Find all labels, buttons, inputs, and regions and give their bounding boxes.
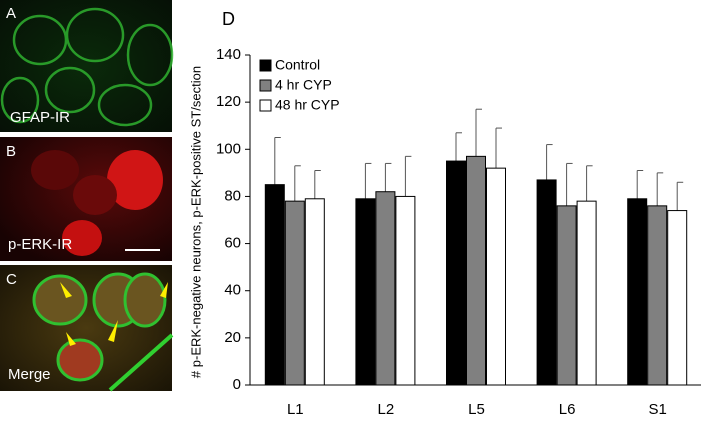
panel-label: C: [6, 271, 17, 288]
x-tick-label: S1: [649, 401, 667, 418]
legend-label: 48 hr CYP: [275, 97, 340, 113]
bar: [284, 200, 305, 386]
panel-caption: Merge: [8, 366, 51, 383]
y-tick-label: 40: [224, 282, 241, 299]
y-tick-label: 120: [216, 93, 241, 110]
bar: [355, 198, 376, 386]
y-tick-label: 100: [216, 140, 241, 157]
x-tick-label: L6: [559, 401, 576, 418]
panel-b-image: [0, 137, 172, 261]
panel-caption: GFAP-IR: [10, 109, 70, 126]
y-axis-label: # p-ERK-negative neurons, p-ERK-positive…: [188, 66, 203, 378]
y-tick-label: 0: [233, 376, 241, 393]
legend-label: Control: [275, 57, 320, 73]
bar: [486, 167, 506, 386]
legend-swatch: [259, 59, 272, 72]
bar: [556, 205, 577, 386]
panel-label: A: [6, 5, 16, 22]
bar: [264, 184, 285, 386]
panel-c-image: [0, 265, 174, 392]
y-tick-label: 20: [224, 329, 241, 346]
panel-caption: p-ERK-IR: [8, 236, 72, 253]
bar: [576, 200, 597, 386]
panel-label: D: [222, 9, 235, 29]
x-tick-label: L2: [378, 401, 395, 418]
bar: [536, 179, 557, 386]
bar: [466, 155, 486, 386]
bar: [667, 210, 688, 386]
y-tick-label: 80: [224, 187, 241, 204]
bar: [627, 198, 648, 386]
x-tick-label: L1: [287, 401, 304, 418]
bar: [647, 205, 668, 386]
legend-label: 4 hr CYP: [275, 77, 332, 93]
panel-a-image: [0, 0, 174, 132]
bar: [395, 195, 416, 386]
y-tick-label: 60: [224, 235, 241, 252]
panel-label: B: [6, 143, 16, 160]
bar: [446, 160, 466, 386]
x-tick-label: L5: [468, 401, 485, 418]
legend-swatch: [259, 99, 272, 112]
bar: [304, 198, 325, 386]
legend-swatch: [259, 79, 272, 92]
bar: [375, 191, 396, 386]
y-tick-label: 140: [216, 46, 241, 63]
